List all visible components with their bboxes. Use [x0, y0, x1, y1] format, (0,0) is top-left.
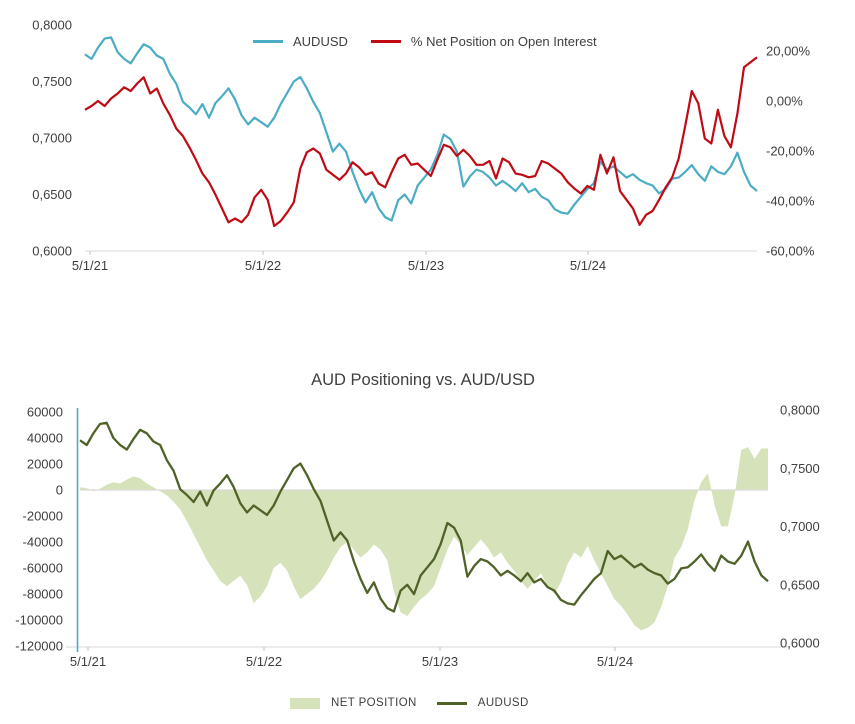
audusd-dark-line-swatch-icon — [436, 701, 467, 705]
bottom-right-axis-label: 0,7500 — [780, 461, 820, 476]
legend-item-net-position: NET POSITION — [290, 697, 417, 709]
legend-item-audusd-bottom: AUDUSD — [436, 697, 529, 709]
top-left-axis-label: 0,7500 — [32, 74, 72, 89]
bottom-right-axis-label: 0,7000 — [780, 519, 820, 534]
net-position-area-swatch-icon — [290, 697, 320, 709]
bottom-left-axis-label: 60000 — [27, 405, 63, 420]
net-position-pct-line — [84, 56, 758, 228]
bottom-left-axis-label: -100000 — [15, 613, 63, 628]
top-right-axis-label: -40,00% — [766, 194, 815, 209]
top-right-axis-label: -20,00% — [766, 144, 815, 159]
bottom-left-axis-label: -80000 — [23, 587, 63, 602]
top-x-axis-label: 5/1/24 — [570, 258, 606, 273]
bottom-chart: 60000 40000 20000 0 -20000 -40000 -60000 -80000… — [15, 403, 819, 670]
bottom-left-axis-label: -20000 — [23, 509, 63, 524]
legend-label-net-position-pct: % Net Position on Open Interest — [410, 34, 597, 49]
top-left-axis-label: 0,6500 — [32, 187, 72, 202]
bottom-right-axis-label: 0,6500 — [780, 577, 820, 592]
bottom-left-axis-label: -60000 — [23, 561, 63, 576]
legend-item-net-position-pct: % Net Position on Open Interest — [370, 34, 597, 49]
legend-item-audusd: AUDUSD — [253, 34, 348, 49]
net-position-area — [80, 447, 768, 631]
bottom-left-axis-label: 20000 — [27, 457, 63, 472]
top-x-axis-label: 5/1/21 — [72, 258, 108, 273]
audusd-line — [84, 36, 758, 222]
top-chart-legend: AUDUSD % Net Position on Open Interest — [253, 34, 620, 49]
legend-label-net-position: NET POSITION — [331, 697, 417, 709]
bottom-chart-title: AUD Positioning vs. AUD/USD — [311, 371, 535, 389]
net-position-line-swatch-icon — [370, 40, 401, 43]
bottom-left-axis-label: 40000 — [27, 431, 63, 446]
bottom-right-axis-label: 0,8000 — [780, 403, 820, 418]
bottom-x-axis-label: 5/1/23 — [422, 654, 458, 669]
bottom-chart-legend: NET POSITION AUDUSD — [290, 697, 549, 709]
top-left-axis-label: 0,7000 — [32, 131, 72, 146]
top-chart: 0,8000 0,7500 0,7000 0,6500 0,6000 20,00% 0,00… — [32, 18, 815, 274]
top-left-axis-label: 0,6000 — [32, 244, 72, 259]
bottom-left-axis-label: -120000 — [15, 639, 63, 654]
bottom-left-axis-label: -40000 — [23, 535, 63, 550]
top-right-axis-label: 20,00% — [766, 44, 811, 59]
top-right-axis-label: 0,00% — [766, 94, 803, 109]
legend-label-audusd: AUDUSD — [293, 34, 348, 49]
audusd-dark-line — [79, 421, 769, 613]
audusd-line-swatch-icon — [253, 40, 283, 43]
top-x-axis-label: 5/1/22 — [245, 258, 281, 273]
bottom-x-axis-label: 5/1/22 — [246, 654, 282, 669]
bottom-left-axis-label: 0 — [56, 483, 63, 498]
bottom-x-axis-label: 5/1/24 — [597, 654, 633, 669]
top-left-axis-label: 0,8000 — [32, 18, 72, 33]
top-x-axis-label: 5/1/23 — [408, 258, 444, 273]
legend-label-audusd-bottom: AUDUSD — [477, 697, 529, 709]
bottom-x-axis-label: 5/1/21 — [70, 654, 106, 669]
top-right-axis-label: -60,00% — [766, 244, 815, 259]
bottom-right-axis-label: 0,6000 — [780, 636, 820, 651]
